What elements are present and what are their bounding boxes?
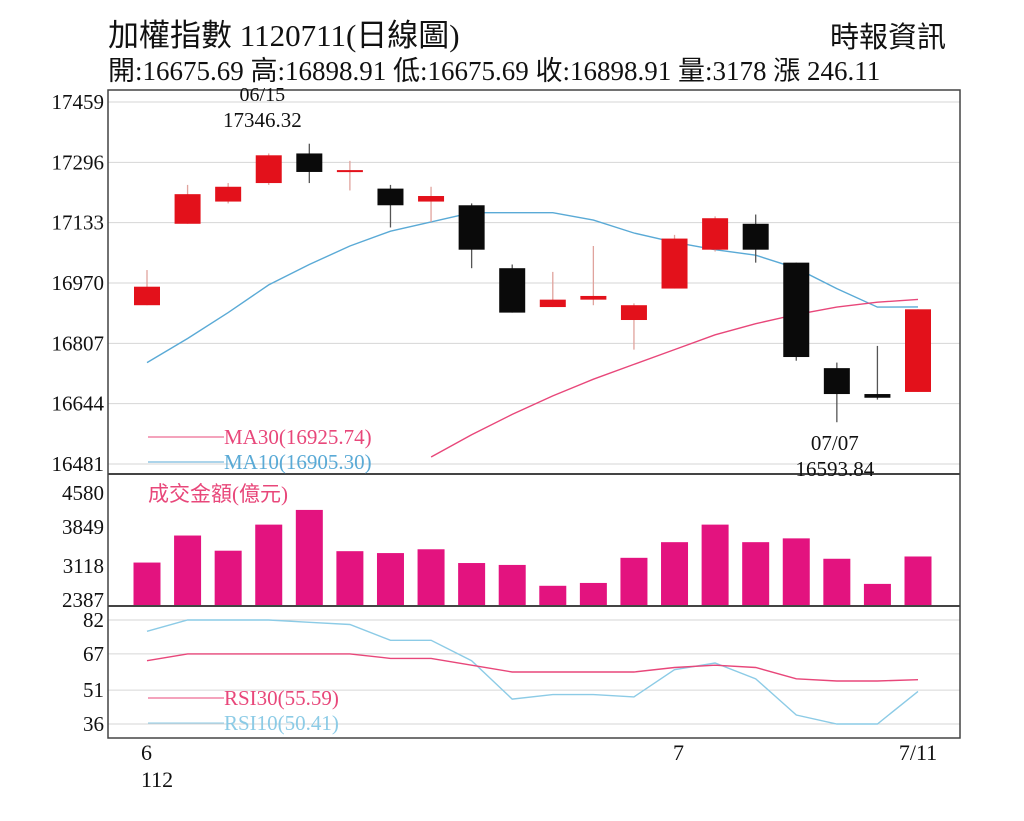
volume-bar [863,583,891,606]
source-label: 時報資訊 [830,22,947,54]
low-value-label: 16593.84 [795,457,874,481]
candlesticks [134,143,931,423]
x-tick-label: 7 [673,740,684,765]
low-date-label: 07/07 [811,431,859,455]
price-tick-label: 16644 [52,392,105,416]
volume-bar [458,563,486,606]
volume-bar [174,535,202,606]
volume-bar [742,542,770,606]
chart-title: 加權指數 1120711(日線圖) [108,18,460,53]
price-tick-label: 16481 [52,452,105,476]
rsi-tick-label: 82 [83,608,104,632]
high-value-label: 17346.32 [223,108,302,132]
x-tick-label: 112 [141,767,173,792]
x-tick-label: 7/11 [899,740,937,765]
volume-bar [620,557,648,606]
volume-bar [376,553,404,606]
volume-bar [539,585,567,606]
volume-bar [498,564,526,606]
candle-body [905,309,931,392]
rsi10-legend-label: RSI10(50.41) [224,711,339,735]
candle-body [458,205,485,250]
rsi10-line [146,619,919,725]
volume-tick-label: 2387 [62,588,104,612]
volume-bar [214,550,242,606]
candle-body [539,299,566,308]
volume-bar [336,551,364,606]
candle-body [661,238,688,289]
high-date-label: 06/15 [240,84,286,106]
ma30-line [430,298,919,458]
volume-tick-label: 3118 [63,554,104,578]
rsi-tick-label: 67 [83,642,104,666]
candle-body [823,368,850,395]
rsi-tick-label: 51 [83,678,104,702]
price-tick-label: 16970 [52,271,105,295]
volume-tick-label: 4580 [62,481,104,505]
candle-body [336,170,363,173]
ma30-legend-label: MA30(16925.74) [224,425,372,449]
candle-body [418,196,445,202]
volume-bar [904,556,932,606]
volume-bar [417,549,445,606]
candle-body [864,394,891,398]
price-tick-label: 17296 [52,150,105,174]
x-tick-label: 6 [141,740,152,765]
candle-body [580,295,607,300]
panel-frames [107,89,961,739]
candle-body [255,155,282,184]
grid-lines [108,101,960,725]
price-tick-label: 17459 [52,90,105,114]
ohlc-summary: 開:16675.69 高:16898.91 低:16675.69 收:16898… [108,56,881,86]
volume-bar [661,542,689,606]
price-tick-label: 17133 [52,211,105,235]
candle-body [499,268,526,313]
candle-body [783,262,810,358]
axis-labels: 17459 17296 17133 16970 16807 16644 16481 4580 3… [52,84,938,792]
volume-bar [255,524,283,606]
volume-bar [579,582,607,606]
candle-body [377,188,404,206]
volume-bar [133,562,161,606]
ma10-legend-label: MA10(16905.30) [224,450,372,474]
volume-bar [782,538,810,606]
candle-body [702,218,729,250]
price-tick-label: 16807 [52,331,105,355]
volume-bar [823,558,851,606]
volume-tick-label: 3849 [62,515,104,539]
rsi30-legend-label: RSI30(55.59) [224,686,339,710]
candle-body [742,223,769,250]
volume-bar [295,509,323,606]
candle-body [174,194,201,224]
volume-panel-title: 成交金額(億元) [148,482,288,506]
rsi-lines [146,619,919,725]
volume-bar [701,524,729,606]
candle-body [620,305,647,321]
volume-bars [133,509,932,606]
candle-body [215,186,242,202]
candle-body [134,286,160,306]
candle-body [296,153,323,172]
rsi-tick-label: 36 [83,712,104,736]
rsi30-line [146,653,919,682]
chart-frame [107,89,961,739]
